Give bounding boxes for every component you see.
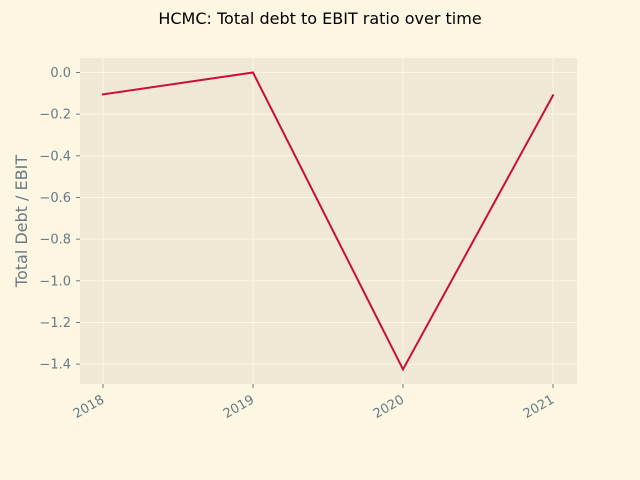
y-tick-label-6: −1.2 [39,316,71,331]
data-point-2018 [102,93,104,96]
x-tick-label-2021: 2021 [521,392,557,422]
chart-title: HCMC: Total debt to EBIT ratio over time [158,9,481,28]
x-tick-label-2018: 2018 [71,392,107,422]
data-point-2021 [552,94,554,97]
y-tick-label-2: −0.4 [39,149,71,164]
data-point-2019 [252,71,254,74]
y-tick-label-4: −0.8 [39,233,71,248]
series-layer [101,71,555,372]
y-tick-label-0: 0.0 [50,66,71,81]
x-tick-label-2019: 2019 [221,392,257,422]
x-tick-label-2020: 2020 [371,392,407,422]
y-tick-label-3: −0.6 [39,191,71,206]
data-point-2020 [402,368,404,371]
y-axis-label: Total Debt / EBIT [12,155,31,288]
y-tick-label-7: −1.4 [39,358,71,373]
y-tick-label-5: −1.0 [39,274,71,289]
series-line-0 [101,71,555,372]
grid [80,58,577,384]
y-tick-label-1: −0.2 [39,108,71,123]
